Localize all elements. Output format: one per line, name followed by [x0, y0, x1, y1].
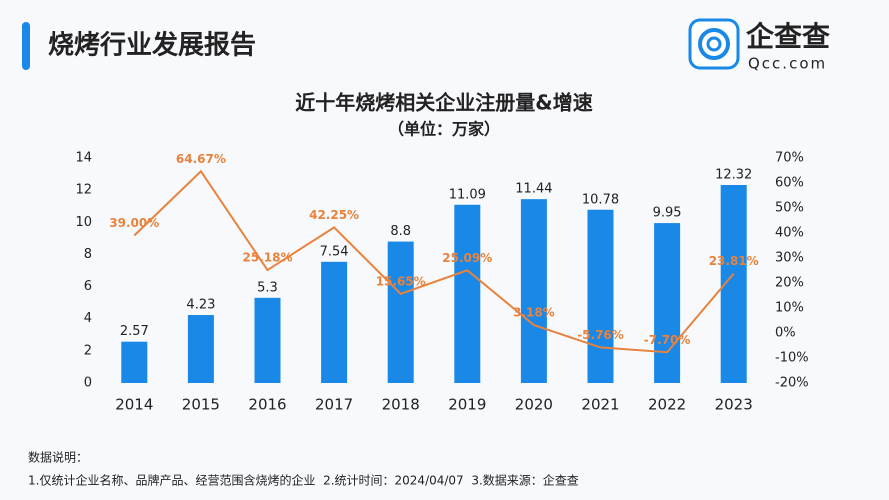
logo-ring: [698, 28, 730, 60]
bar-value-label: 11.09: [449, 187, 486, 202]
footer-text: 1.仅统计企业名称、品牌产品、经营范围含烧烤的企业 2.统计时间：2024/04…: [28, 473, 579, 488]
y2-tick-label: 0%: [775, 326, 796, 341]
line-value-label: 25.18%: [243, 251, 293, 265]
bar: [654, 223, 681, 383]
y2-tick-label: 70%: [775, 151, 804, 166]
line-value-label: 25.09%: [442, 251, 492, 265]
line: [133, 169, 735, 354]
chart-title: 近十年烧烤相关企业注册量&增速: [295, 91, 592, 115]
x-tick-label: 2017: [315, 396, 353, 414]
logo: 企查查 Qcc.com: [688, 18, 830, 73]
bar-value-label: 4.23: [186, 298, 215, 313]
bar: [254, 297, 281, 383]
y-tick-label: 0: [84, 376, 92, 391]
bar: [454, 204, 481, 383]
bar-value-label: 9.95: [653, 206, 682, 221]
logo-box: [688, 18, 740, 70]
line-value-label: 15.65%: [376, 274, 426, 288]
y2-tick-label: 60%: [775, 176, 804, 191]
bar-value-label: 5.3: [257, 280, 278, 295]
line-value-label: 39.00%: [109, 216, 159, 230]
line-value-label: 42.25%: [309, 208, 359, 222]
footer-title: 数据说明：: [28, 450, 88, 465]
y-tick-label: 8: [84, 247, 92, 262]
bar-value-label: 11.44: [515, 182, 552, 197]
bar: [520, 199, 547, 383]
bar: [387, 241, 414, 383]
line-value-label: 64.67%: [176, 152, 226, 166]
y2-tick-label: 40%: [775, 226, 804, 241]
bar-value-label: 12.32: [715, 168, 752, 183]
logo-sub: Qcc.com: [748, 55, 827, 73]
x-tick-label: 2023: [715, 396, 753, 414]
line-value-label: 3.18%: [513, 306, 555, 320]
x-tick-label: 2014: [115, 396, 153, 414]
x-tick-label: 2020: [515, 396, 553, 414]
bar-value-label: 8.8: [390, 224, 411, 239]
y2-tick-label: -10%: [775, 351, 809, 366]
y-tick-label: 10: [75, 215, 92, 230]
logo-dot: [706, 36, 722, 52]
y-tick-label: 12: [75, 183, 92, 198]
bar-value-label: 10.78: [582, 192, 619, 207]
bar: [121, 341, 148, 383]
y2-tick-label: 30%: [775, 251, 804, 266]
y2-tick-label: 50%: [775, 201, 804, 216]
y2-tick-label: 10%: [775, 301, 804, 316]
bar-value-label: 2.57: [120, 324, 149, 339]
x-tick-label: 2019: [448, 396, 486, 414]
bar: [587, 209, 614, 383]
line-value-label: 23.81%: [709, 254, 759, 268]
x-tick-label: 2021: [581, 396, 619, 414]
chart-subtitle: （单位：万家）: [388, 120, 500, 139]
y-tick-label: 6: [84, 279, 92, 294]
y2-tick-label: -20%: [775, 376, 809, 391]
logo-text: 企查查: [746, 20, 830, 53]
x-tick-label: 2018: [382, 396, 420, 414]
y-tick-label: 14: [75, 151, 92, 166]
header-accent: [22, 22, 30, 70]
line-value-label: -5.76%: [577, 328, 624, 342]
y2-tick-label: 20%: [775, 276, 804, 291]
y-tick-label: 4: [84, 311, 92, 326]
x-tick-label: 2016: [248, 396, 286, 414]
x-tick-label: 2022: [648, 396, 686, 414]
page-title: 烧烤行业发展报告: [48, 30, 256, 61]
line-value-label: -7.70%: [644, 333, 691, 347]
y-tick-label: 2: [84, 343, 92, 358]
bar: [187, 315, 214, 383]
x-tick-label: 2015: [182, 396, 220, 414]
bar-value-label: 7.54: [320, 244, 349, 259]
bar: [321, 261, 348, 383]
